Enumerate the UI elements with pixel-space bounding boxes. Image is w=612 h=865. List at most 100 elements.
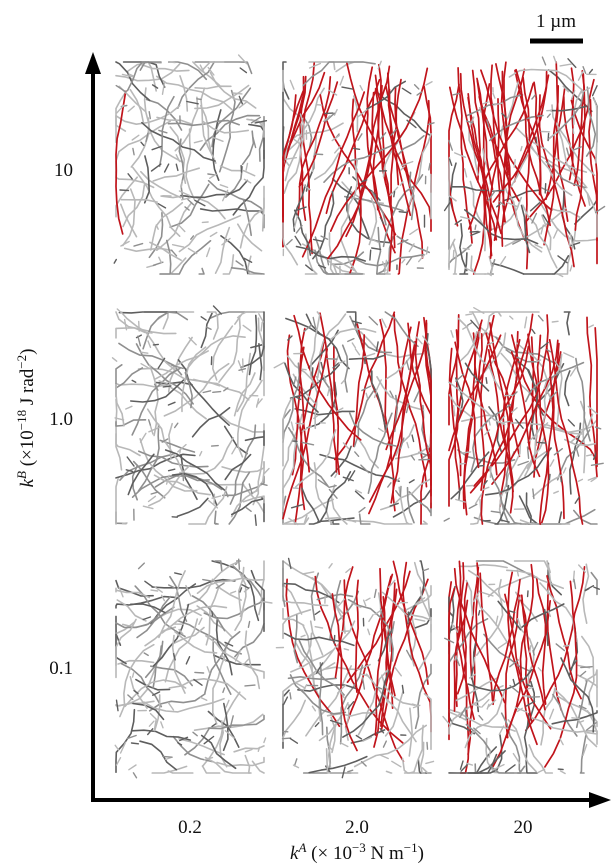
fiber-branch bbox=[405, 255, 413, 266]
fiber-gray bbox=[184, 727, 210, 756]
fiber-branch bbox=[301, 441, 315, 446]
fiber-branch bbox=[167, 584, 176, 589]
fiber-branch bbox=[467, 322, 473, 326]
fiber-gray bbox=[406, 486, 415, 524]
fiber-branch bbox=[590, 462, 604, 466]
fiber-branch bbox=[502, 420, 510, 424]
fiber-branch bbox=[231, 446, 237, 455]
fiber-gray bbox=[239, 197, 265, 249]
x-axis-title: kA (× 10−3 N m−1) bbox=[290, 840, 424, 864]
fiber-branch bbox=[237, 54, 248, 65]
fiber-branch bbox=[207, 66, 215, 76]
fiber-gray bbox=[448, 156, 457, 202]
fiber-red bbox=[448, 314, 460, 426]
fiber-red bbox=[546, 575, 582, 700]
fiber-branch bbox=[406, 649, 413, 661]
fiber-gray bbox=[158, 95, 175, 168]
fiber-gray bbox=[143, 155, 150, 204]
fiber-branch bbox=[548, 390, 558, 401]
fiber-red bbox=[319, 312, 338, 473]
fiber-red bbox=[507, 571, 538, 746]
fiber-gray bbox=[301, 243, 365, 275]
fiber-gray bbox=[522, 204, 558, 269]
fiber-branch bbox=[121, 522, 128, 525]
fiber-gray bbox=[216, 756, 265, 767]
fiber-branch bbox=[113, 258, 118, 264]
fiber-gray bbox=[207, 710, 240, 748]
fiber-branch bbox=[127, 694, 134, 701]
fiber-branch bbox=[488, 418, 491, 426]
fiber-gray bbox=[480, 311, 540, 339]
fiber-gray bbox=[194, 85, 232, 90]
fiber-gray bbox=[319, 662, 324, 736]
fiber-gray bbox=[170, 240, 212, 275]
fiber-branch bbox=[368, 614, 374, 623]
fiber-branch bbox=[569, 233, 574, 246]
fiber-red bbox=[515, 68, 551, 227]
fiber-gray bbox=[563, 311, 571, 336]
fiber-gray bbox=[174, 96, 199, 152]
fiber-gray bbox=[164, 449, 226, 491]
fiber-red bbox=[297, 76, 332, 217]
fiber-branch bbox=[443, 201, 451, 212]
fiber-red bbox=[379, 567, 396, 697]
fiber-branch bbox=[422, 335, 430, 346]
fiber-branch bbox=[578, 704, 587, 710]
fiber-branch bbox=[147, 419, 152, 426]
fiber-gray bbox=[467, 750, 506, 774]
fiber-branch bbox=[505, 764, 516, 773]
fiber-branch bbox=[188, 336, 197, 346]
fiber-gray bbox=[526, 139, 573, 197]
fiber-branch bbox=[512, 239, 522, 245]
fiber-branch bbox=[165, 474, 170, 485]
fiber-gray bbox=[560, 657, 595, 733]
fiber-branch bbox=[588, 324, 594, 328]
fiber-branch bbox=[115, 699, 119, 712]
fiber-branch bbox=[303, 324, 312, 333]
fiber-branch bbox=[365, 597, 371, 602]
fiber-gray bbox=[194, 84, 250, 110]
fiber-branch bbox=[465, 120, 474, 124]
fiber-gray bbox=[325, 748, 359, 774]
fiber-branch bbox=[401, 87, 412, 95]
fiber-branch bbox=[587, 405, 598, 415]
fiber-branch bbox=[119, 189, 130, 192]
fiber-branch bbox=[498, 200, 505, 206]
fiber-gray bbox=[180, 454, 198, 501]
fiber-branch bbox=[328, 89, 338, 96]
fiber-branch bbox=[285, 156, 297, 160]
fiber-gray bbox=[515, 591, 538, 622]
fiber-gray bbox=[115, 90, 128, 144]
fiber-gray bbox=[301, 487, 320, 522]
fiber-branch bbox=[184, 206, 190, 211]
fiber-branch bbox=[354, 451, 360, 457]
fiber-gray bbox=[147, 117, 184, 164]
fiber-branch bbox=[385, 695, 389, 704]
fiber-gray bbox=[292, 184, 307, 232]
fiber-gray bbox=[523, 712, 539, 774]
fiber-branch bbox=[194, 671, 205, 674]
fiber-branch bbox=[353, 147, 361, 151]
fiber-branch bbox=[486, 703, 490, 710]
fiber-gray bbox=[233, 372, 256, 417]
fiber-gray bbox=[119, 643, 155, 718]
fiber-red bbox=[492, 578, 521, 706]
fiber-branch bbox=[418, 253, 426, 263]
fiber-gray bbox=[458, 331, 478, 363]
fiber-gray bbox=[308, 755, 368, 774]
fiber-gray bbox=[464, 362, 490, 392]
fiber-branch bbox=[301, 571, 315, 575]
fiber-branch bbox=[501, 112, 507, 119]
fiber-gray bbox=[489, 114, 544, 142]
fiber-gray bbox=[448, 394, 476, 421]
fiber-gray bbox=[398, 486, 413, 525]
fiber-gray bbox=[484, 255, 494, 275]
fiber-branch bbox=[243, 257, 253, 263]
fiber-branch bbox=[455, 498, 466, 503]
fiber-gray bbox=[218, 315, 241, 383]
fiber-gray bbox=[287, 355, 318, 430]
fiber-gray bbox=[115, 453, 196, 479]
fiber-red bbox=[562, 95, 586, 207]
fiber-branch bbox=[474, 493, 483, 505]
fiber-red bbox=[510, 351, 541, 478]
